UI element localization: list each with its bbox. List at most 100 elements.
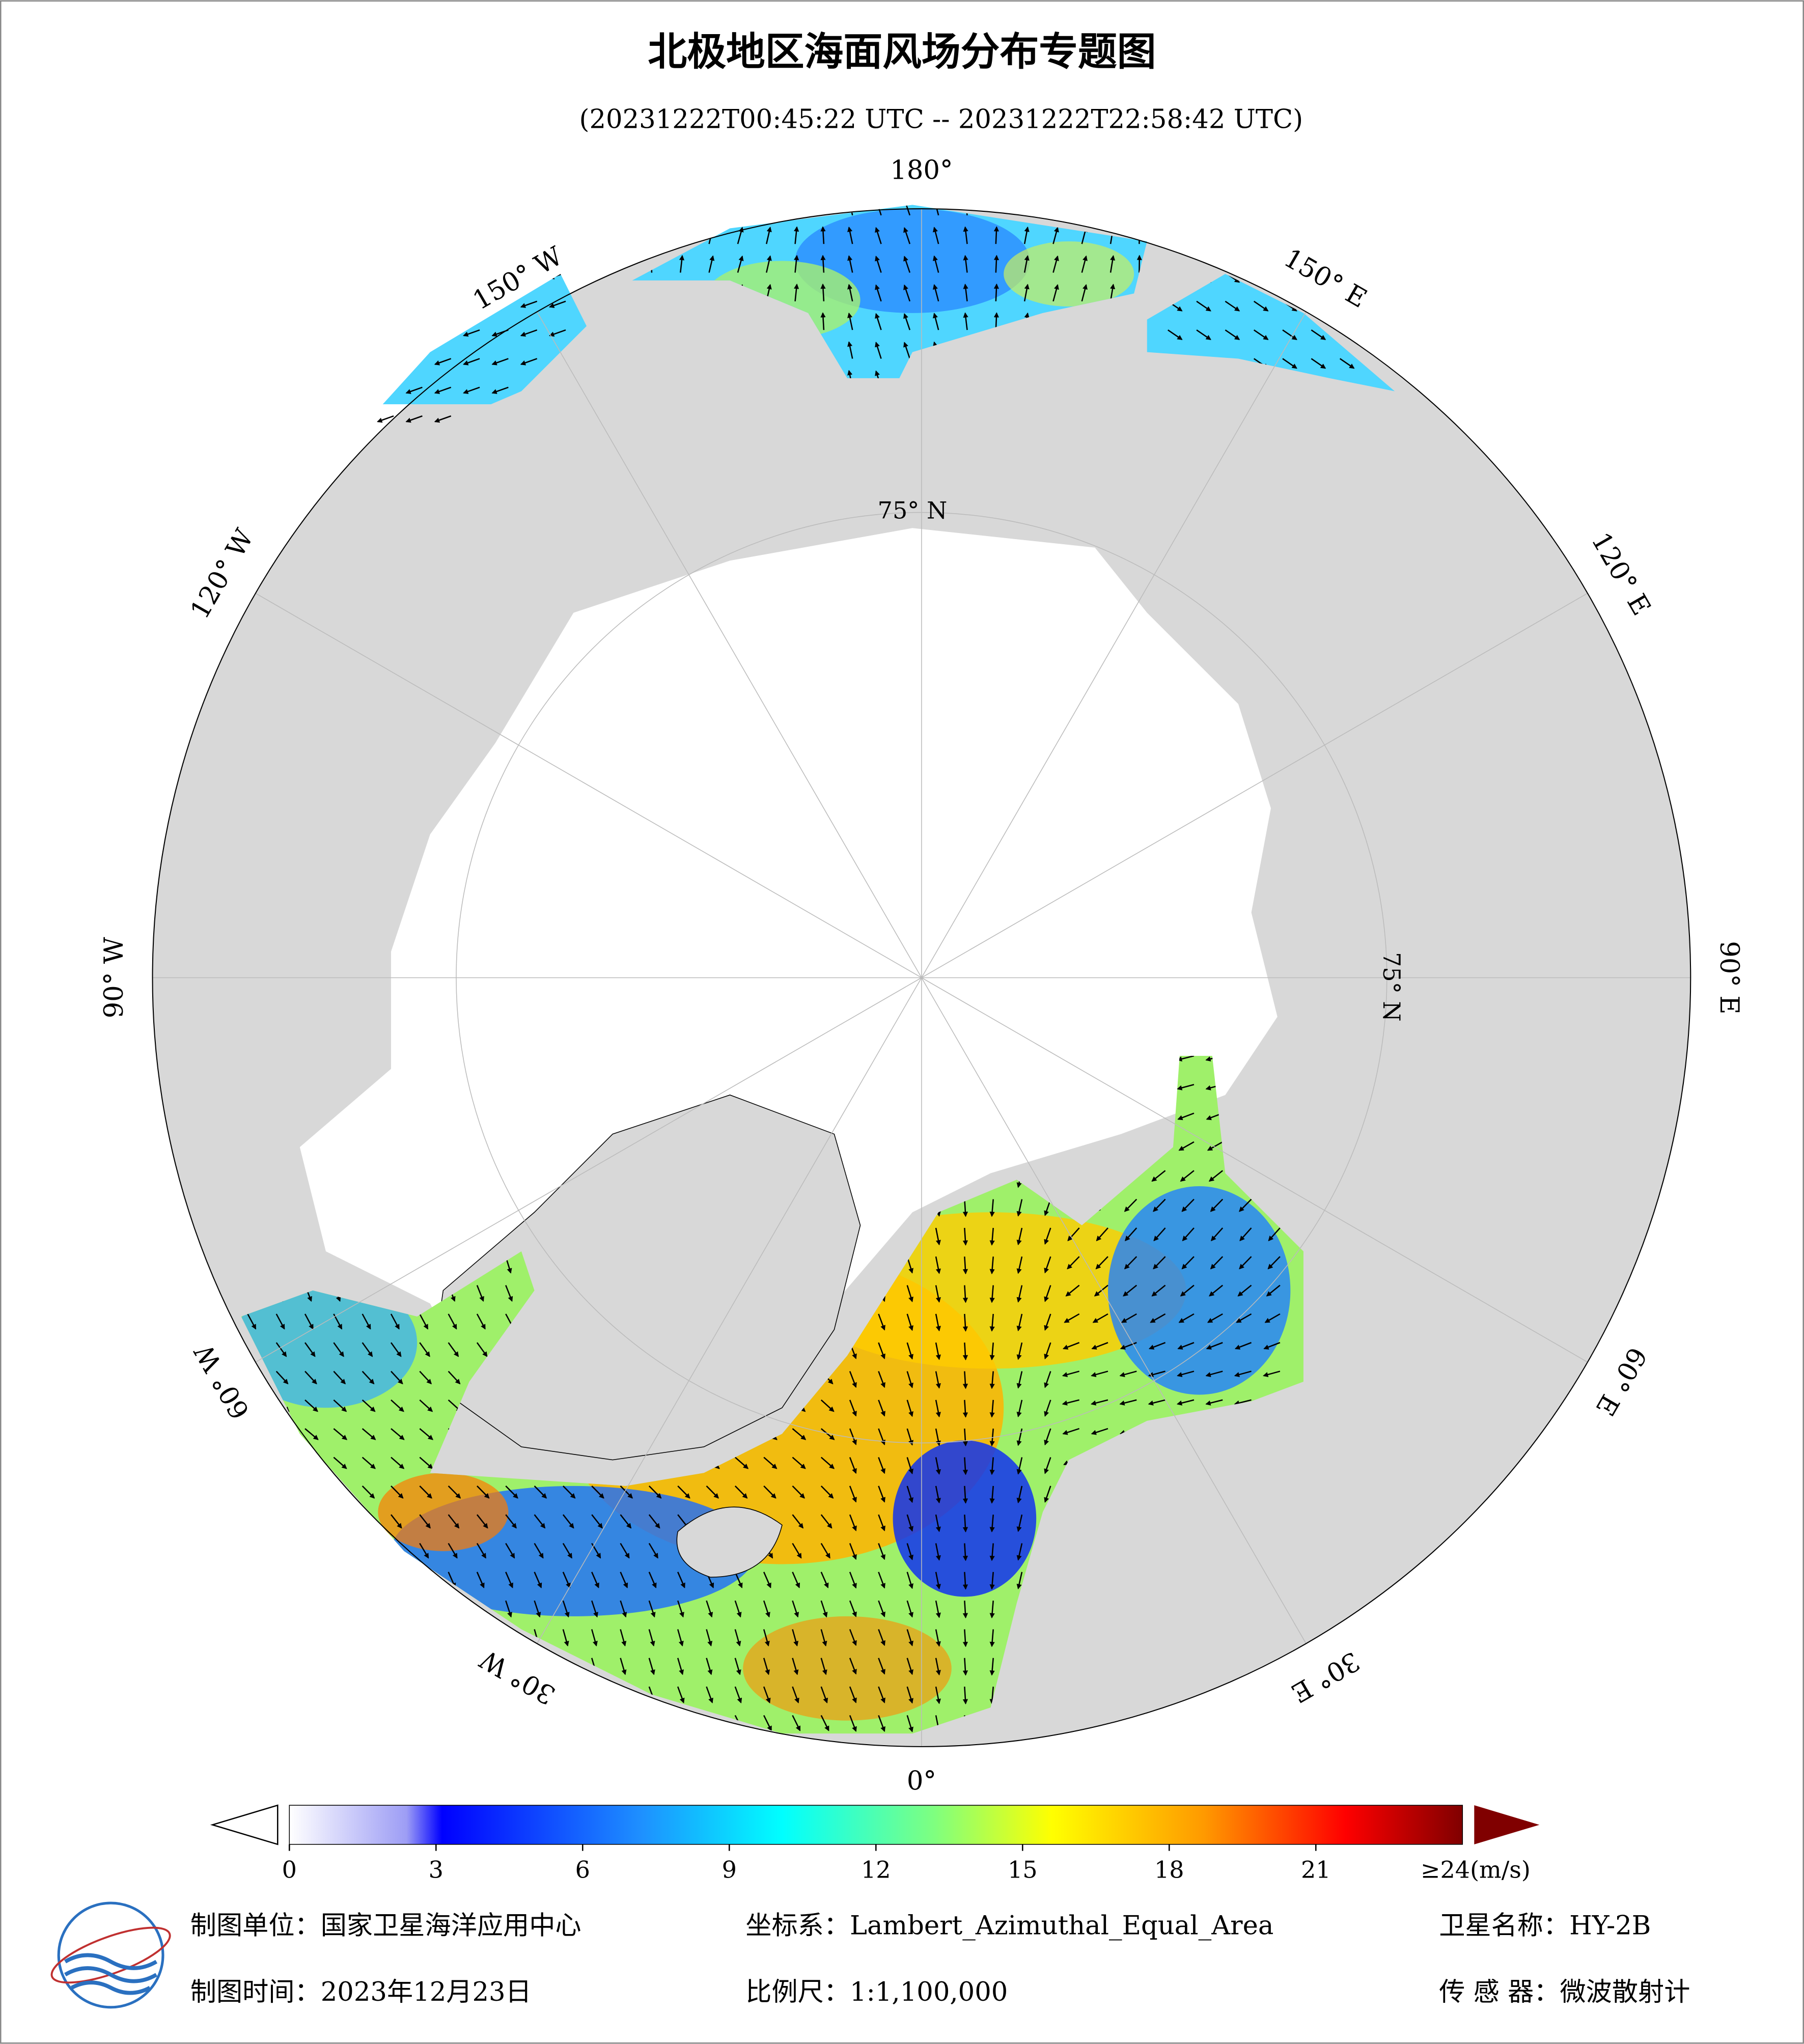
- wind-arrow: [304, 1370, 317, 1385]
- wind-arrow: [650, 205, 653, 215]
- wind-arrow: [962, 1601, 968, 1619]
- wind-arrow: [734, 1686, 742, 1703]
- wind-arrow: [963, 284, 968, 301]
- wind-arrow: [1177, 1370, 1195, 1378]
- wind-arrow: [620, 1600, 627, 1618]
- longitude-label: 60° W: [188, 1338, 256, 1424]
- wind-arrow: [648, 1629, 655, 1647]
- wind-arrow: [476, 1715, 485, 1731]
- wind-arrow: [505, 1715, 514, 1731]
- wind-arrow: [932, 227, 939, 244]
- colorbar-tick-label: 3: [429, 1856, 443, 1884]
- wind-arrow: [275, 1543, 286, 1559]
- wind-arrow: [362, 1629, 369, 1647]
- wind-arrow: [962, 1687, 968, 1705]
- wind-arrow: [1339, 214, 1355, 226]
- wind-arrow: [476, 1313, 486, 1330]
- wind-arrow: [1177, 1056, 1195, 1062]
- greenland: [429, 1095, 861, 1461]
- wind-arrow: [365, 358, 366, 365]
- wind-arrow: [434, 386, 452, 394]
- wind-arrow: [1062, 1427, 1080, 1435]
- wind-arrow: [1209, 1284, 1224, 1297]
- wind-arrow: [1091, 1399, 1108, 1406]
- wind-arrow: [333, 1342, 344, 1357]
- wind-arrow: [878, 1457, 885, 1474]
- wind-arrow: [434, 243, 452, 251]
- wind-arrow: [365, 415, 366, 423]
- wind-arrow: [989, 1199, 995, 1217]
- wind-arrow: [1207, 1313, 1223, 1323]
- wind-arrow: [362, 1485, 375, 1499]
- wind-arrow: [706, 1485, 719, 1499]
- wind-arrow: [906, 1428, 913, 1446]
- wind-arrow: [463, 214, 480, 222]
- wind-arrow: [648, 1514, 660, 1529]
- wind-arrow: [906, 1600, 913, 1618]
- wind-arrow: [365, 272, 366, 279]
- wind-arrow: [989, 1429, 995, 1447]
- wind-arrow: [304, 1600, 312, 1618]
- wind-arrow: [304, 1399, 318, 1412]
- wind-arrow: [419, 1514, 431, 1529]
- wind-arrow: [989, 1486, 995, 1504]
- wind-arrow: [878, 1572, 885, 1589]
- wind-arrow: [763, 1600, 770, 1618]
- wind-arrow: [391, 1399, 404, 1412]
- wind-arrow: [820, 1715, 829, 1731]
- wind-arrow: [362, 1715, 371, 1731]
- colorbar: 0 3 6 9 12 15 18 21 ≥24(m/s): [210, 1804, 1540, 1884]
- wind-arrow: [1368, 214, 1383, 226]
- wind-arrow: [1206, 1342, 1223, 1350]
- wind-arrow: [820, 1457, 835, 1469]
- wind-arrow: [562, 1686, 570, 1703]
- wind-arrow: [1016, 1313, 1023, 1332]
- wind-arrow: [304, 1629, 311, 1647]
- wind-arrow: [820, 312, 826, 330]
- wind-arrow: [794, 205, 798, 216]
- meridian: [921, 593, 1588, 978]
- wind-arrow: [989, 1285, 995, 1303]
- wind-arrow: [505, 1285, 513, 1302]
- wind-arrow: [1016, 1428, 1023, 1446]
- wind-arrow: [993, 226, 1000, 244]
- wind-arrow: [247, 1370, 260, 1385]
- wind-arrow: [463, 358, 480, 366]
- wind-arrow: [377, 329, 394, 337]
- wind-arrow: [679, 255, 685, 273]
- wind-arrow: [1067, 1227, 1080, 1242]
- wind-arrow: [1253, 272, 1269, 283]
- wind-arrow: [903, 284, 911, 302]
- wind-arrow: [820, 1686, 828, 1703]
- wind-arrow: [1081, 255, 1088, 273]
- wind-arrow: [1044, 1285, 1051, 1302]
- wind-arrow: [419, 1600, 426, 1618]
- wind-arrow: [989, 1342, 995, 1361]
- colorbar-max-label: ≥24(m/s): [1421, 1856, 1531, 1884]
- wind-arrow: [1044, 1342, 1051, 1360]
- wind-arrow: [534, 1572, 542, 1588]
- wind-arrow: [491, 243, 509, 251]
- wind-arrow: [878, 1486, 885, 1503]
- wind-arrow: [935, 1514, 941, 1532]
- wind-arrow: [1064, 1313, 1080, 1323]
- wind-arrow: [792, 1485, 806, 1499]
- wind-arrow: [1109, 255, 1116, 273]
- wind-arrow: [247, 1658, 254, 1675]
- wind-arrow: [362, 1313, 371, 1330]
- wind-arrow: [706, 1658, 713, 1675]
- wind-arrow: [434, 214, 452, 222]
- wind-arrow: [463, 386, 480, 394]
- wind-arrow: [419, 1715, 428, 1731]
- wind-arrow: [1153, 1198, 1166, 1212]
- wind-arrow: [820, 1658, 827, 1675]
- wind-arrow: [935, 1572, 941, 1590]
- wind-arrow: [562, 1514, 574, 1529]
- wind-arrow: [904, 205, 911, 216]
- latitude-label: 75° N: [1378, 952, 1405, 1022]
- longitude-label: 180°: [890, 155, 953, 185]
- wind-arrow: [962, 1227, 968, 1246]
- wind-arrow: [737, 255, 744, 273]
- wind-arrow: [1023, 205, 1029, 216]
